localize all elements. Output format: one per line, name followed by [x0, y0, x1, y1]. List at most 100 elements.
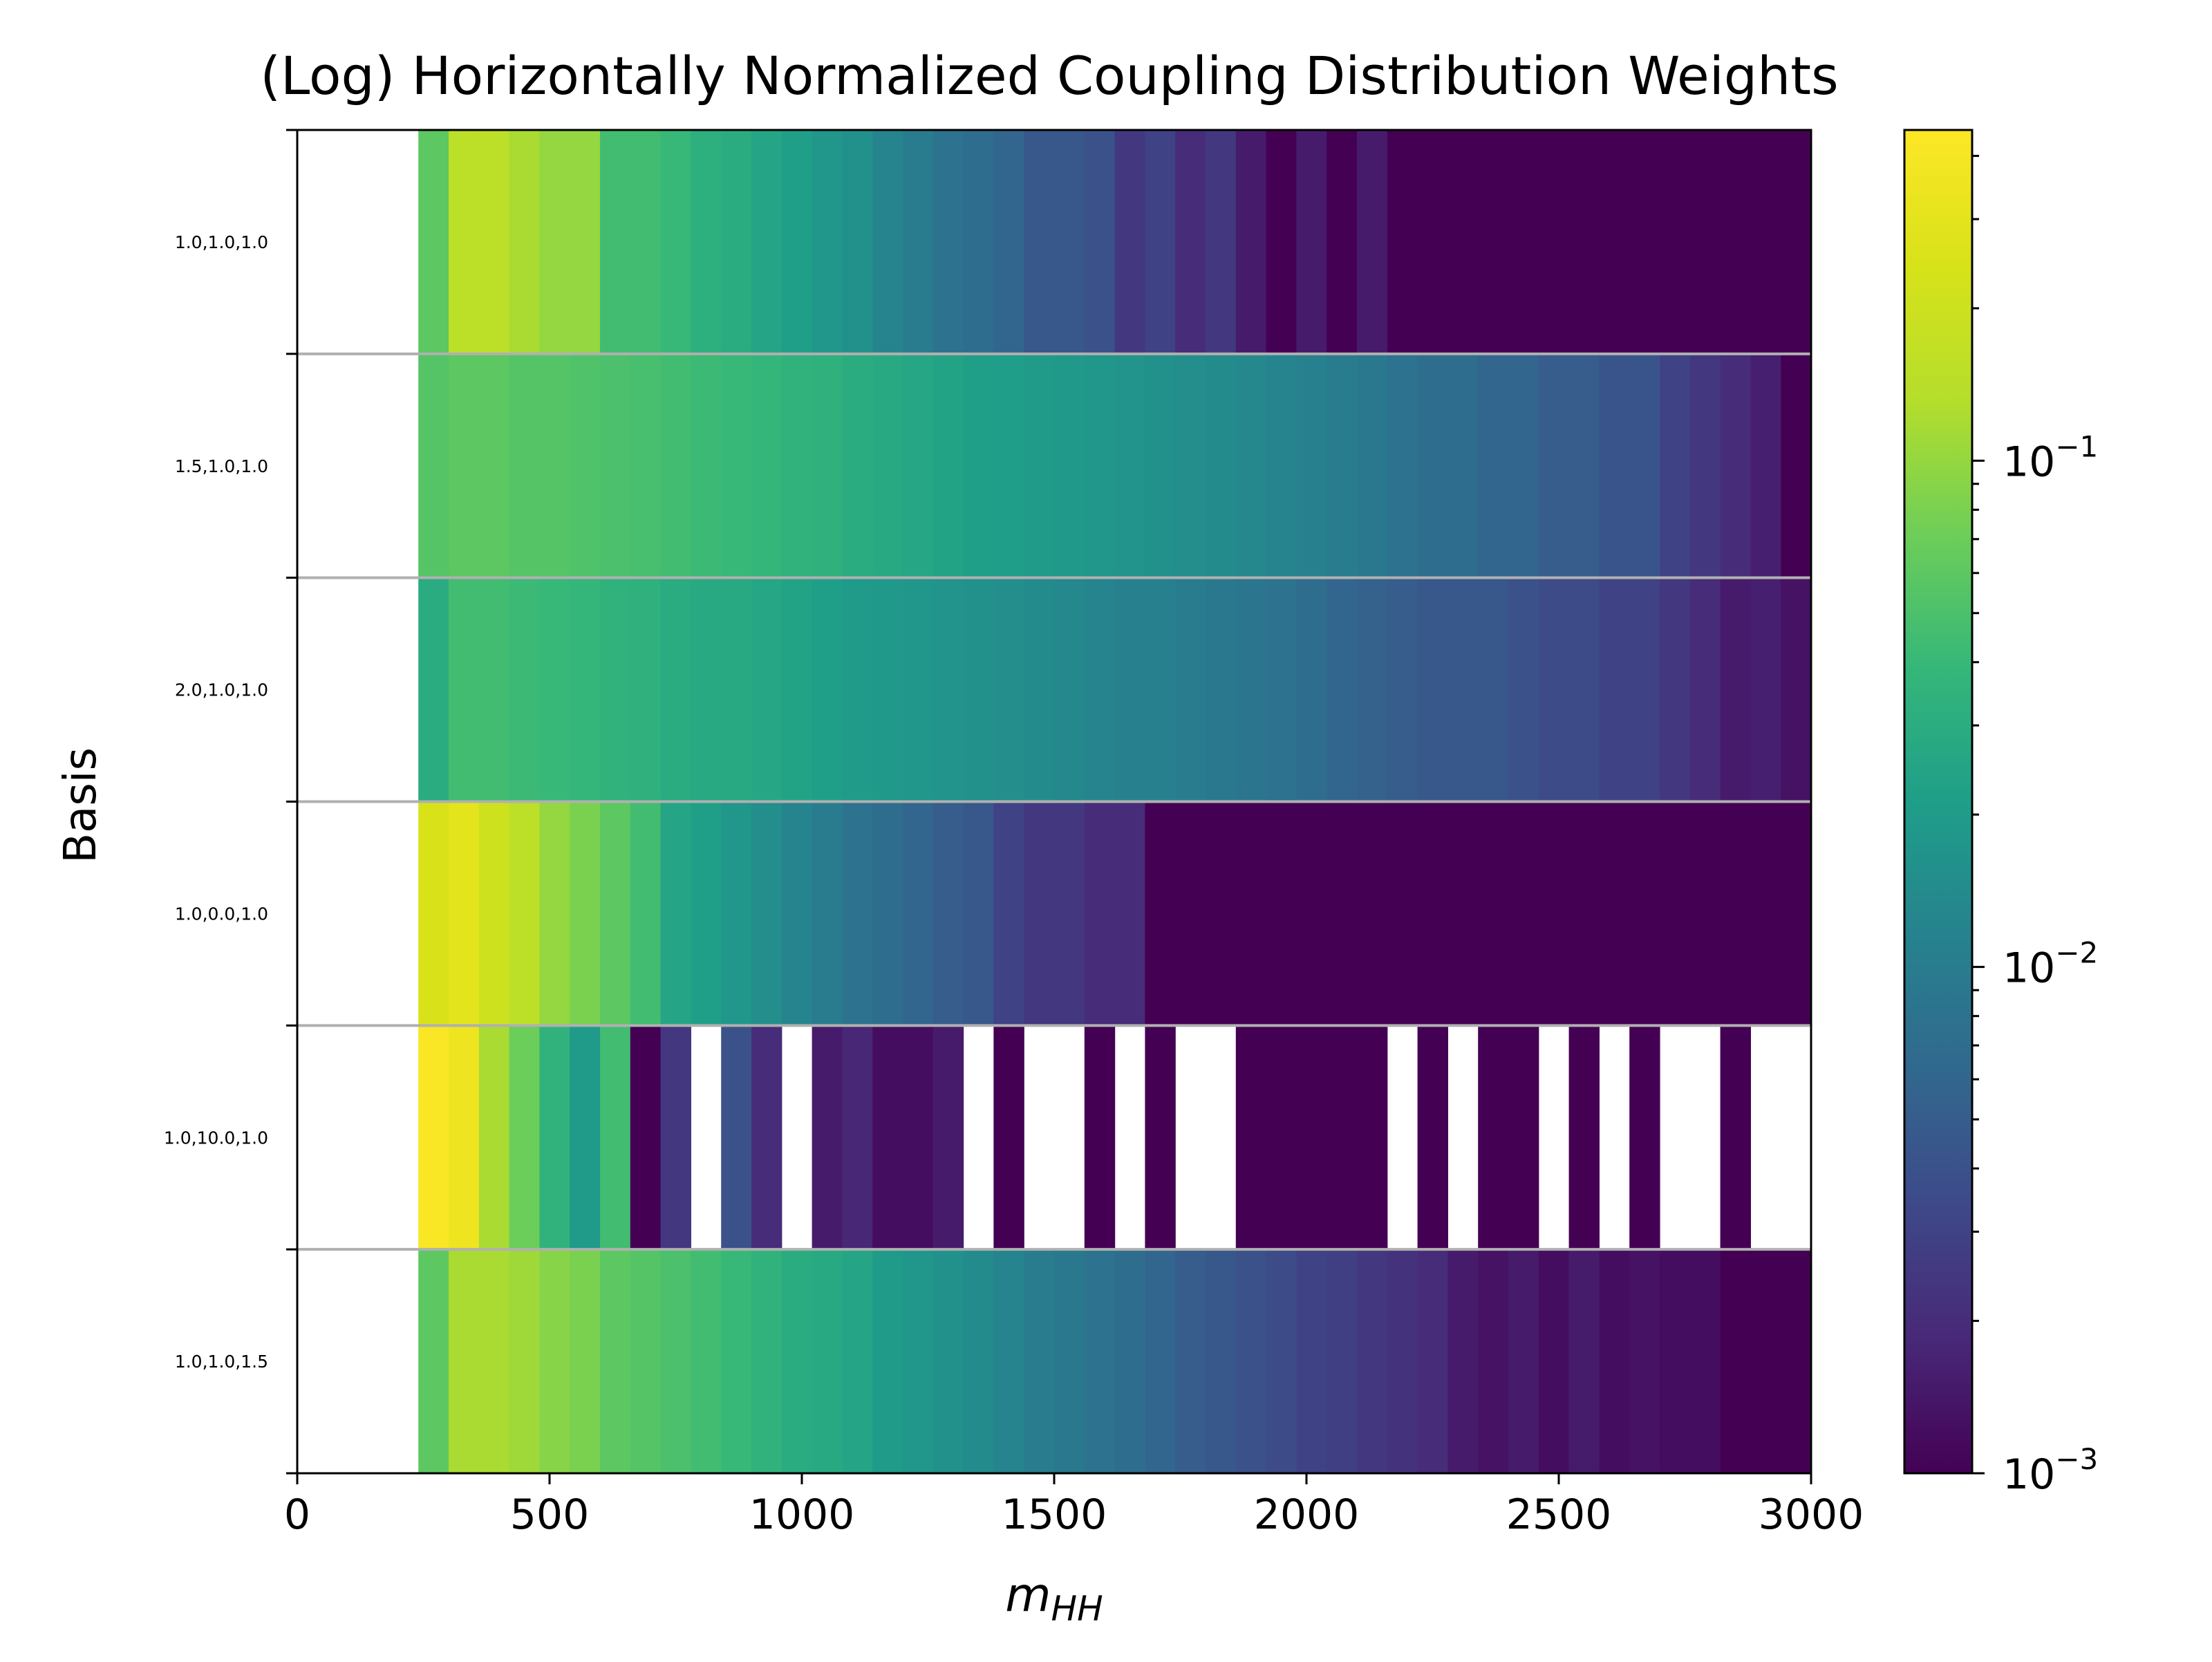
heatmap-cell — [449, 1025, 480, 1250]
heatmap-cell — [751, 1249, 782, 1474]
heatmap-cell — [630, 130, 662, 355]
heatmap-cell — [1084, 353, 1116, 579]
heatmap-cell — [660, 577, 691, 803]
heatmap-cell — [721, 801, 752, 1026]
heatmap-cell — [1629, 801, 1660, 1026]
y-tick-label: 1.0,0.0,1.0 — [175, 904, 268, 924]
heatmap-cell — [1568, 577, 1600, 803]
heatmap-cell — [1054, 577, 1085, 803]
heatmap-cell — [1750, 130, 1781, 355]
heatmap-cell — [600, 801, 631, 1026]
heatmap-cell — [660, 1025, 691, 1250]
heatmap-cell — [1689, 577, 1721, 803]
x-tick-label: 2500 — [1506, 1491, 1612, 1539]
heatmap-cell — [1266, 130, 1297, 355]
colorbar — [1903, 129, 1974, 1475]
heatmap-cell — [932, 130, 964, 355]
heatmap-cell — [1266, 1249, 1297, 1474]
colorbar-tick-label: 10−3 — [2003, 1442, 2098, 1499]
heatmap-cell — [1327, 1249, 1358, 1474]
heatmap-cell — [1508, 130, 1539, 355]
heatmap-cell — [1327, 577, 1358, 803]
heatmap-cell — [1235, 801, 1267, 1026]
heatmap-cell — [509, 353, 540, 579]
heatmap-cell — [1327, 353, 1358, 579]
heatmap-cell — [1145, 130, 1176, 355]
heatmap-cell — [1387, 801, 1418, 1026]
heatmap-cell — [993, 577, 1024, 803]
heatmap-cell — [418, 1025, 449, 1250]
heatmap-cell — [1417, 801, 1448, 1026]
heatmap-cell — [1599, 130, 1630, 355]
heatmap-cell — [1175, 801, 1206, 1026]
heatmap-cell — [600, 353, 631, 579]
heatmap-cell — [630, 1025, 662, 1250]
heatmap-cell — [1417, 577, 1448, 803]
y-tick-label: 1.5,1.0,1.0 — [175, 456, 268, 476]
heatmap-cell — [1235, 1025, 1267, 1250]
heatmap-cell — [781, 1249, 813, 1474]
heatmap-cell — [509, 1249, 540, 1474]
heatmap-cell — [1508, 353, 1539, 579]
heatmap-cell — [1447, 801, 1479, 1026]
heatmap-cell — [1145, 577, 1176, 803]
heatmap-cell — [963, 130, 994, 355]
heatmap-cell — [1296, 1025, 1327, 1250]
x-tick-label: 3000 — [1759, 1491, 1864, 1539]
heatmap-cell — [478, 1025, 510, 1250]
heatmap-cell — [1327, 1025, 1358, 1250]
heatmap-cell — [1266, 577, 1297, 803]
heatmap-cell — [1629, 1249, 1660, 1474]
heatmap-cell — [1447, 353, 1479, 579]
heatmap-cell — [872, 1249, 903, 1474]
heatmap-cell — [1417, 1025, 1448, 1250]
heatmap-cell — [478, 130, 510, 355]
heatmap-cell — [1387, 1249, 1418, 1474]
heatmap-cell — [1478, 1249, 1509, 1474]
heatmap-cell — [1206, 1249, 1237, 1474]
heatmap-cell — [449, 353, 480, 579]
heatmap-cell — [1357, 577, 1388, 803]
heatmap-cell — [630, 801, 662, 1026]
heatmap-cell — [872, 130, 903, 355]
heatmap-cell — [1508, 577, 1539, 803]
heatmap-cell — [903, 1025, 934, 1250]
heatmap-cell — [691, 130, 722, 355]
heatmap-cell — [509, 1025, 540, 1250]
heatmap-cell — [781, 130, 813, 355]
heatmap-cell — [1750, 801, 1781, 1026]
heatmap-cell — [993, 801, 1024, 1026]
x-axis-ticks: 0 500 1000 1500 2000 2500 3000 — [284, 1473, 1864, 1539]
heatmap-cell — [539, 577, 570, 803]
heatmap-cell — [1750, 353, 1781, 579]
heatmap-cell — [570, 1025, 601, 1250]
heatmap-cell — [721, 1025, 752, 1250]
heatmap-cell — [1781, 577, 1812, 803]
heatmap-cell — [751, 130, 782, 355]
heatmap-cell — [1084, 1025, 1116, 1250]
heatmap-cell — [932, 577, 964, 803]
y-tick-label: 1.0,10.0,1.0 — [164, 1128, 268, 1148]
heatmap-cell — [993, 1249, 1024, 1474]
heatmap-cell — [1387, 577, 1418, 803]
heatmap-cell — [721, 577, 752, 803]
heatmap-cell — [1781, 801, 1812, 1026]
heatmap-cell — [1689, 1249, 1721, 1474]
colorbar-tick-exponent: −3 — [2055, 1442, 2098, 1476]
heatmap-cell — [570, 130, 601, 355]
heatmap-cell — [1387, 353, 1418, 579]
heatmap-cell — [751, 1025, 782, 1250]
heatmap-cell — [1024, 801, 1055, 1026]
heatmap-cell — [1447, 130, 1479, 355]
heatmap-cell — [932, 801, 964, 1026]
heatmap-cell — [449, 577, 480, 803]
heatmap-cell — [751, 801, 782, 1026]
heatmap-cell — [1689, 130, 1721, 355]
heatmap-cell — [842, 1249, 873, 1474]
heatmap-cell — [1568, 801, 1600, 1026]
heatmap-cell — [691, 1249, 722, 1474]
heatmap-cell — [539, 1025, 570, 1250]
y-axis-ticks: 1.0,1.0,1.0 1.5,1.0,1.0 2.0,1.0,1.0 1.0,0.0… — [164, 129, 297, 1475]
heatmap-cell — [1417, 130, 1448, 355]
